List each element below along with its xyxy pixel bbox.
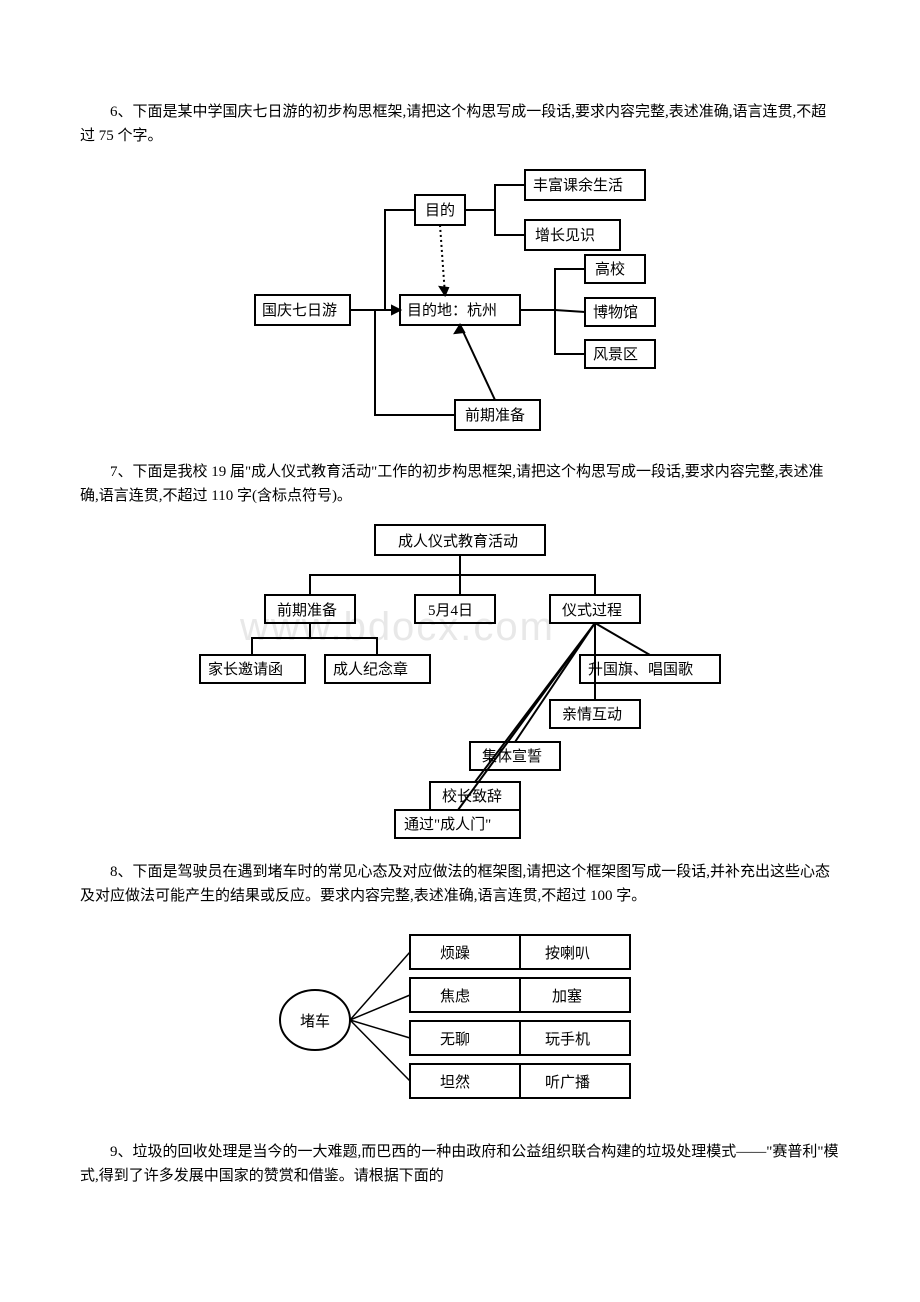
q6-prep: 前期准备: [465, 407, 525, 424]
page-content: 6、下面是某中学国庆七日游的初步构思框架,请把这个构思写成一段话,要求内容完整,…: [0, 0, 920, 1256]
q8-a0: 按喇叭: [545, 945, 590, 962]
q7-proc-1: 亲情互动: [562, 706, 622, 723]
q7-prep-0: 家长邀请函: [208, 661, 283, 678]
q6-text: 6、下面是某中学国庆七日游的初步构思框架,请把这个构思写成一段话,要求内容完整,…: [80, 100, 840, 148]
q8-text: 8、下面是驾驶员在遇到堵车时的常见心态及对应做法的框架图,请把这个框架图写成一段…: [80, 860, 840, 908]
q7-row2-0: 前期准备: [277, 602, 337, 619]
q7-row2-1: 5月4日: [428, 603, 473, 619]
q8-diagram: 堵车 烦躁 按喇叭 焦虑 加塞 无聊 玩手机 坦然 听广播: [270, 920, 650, 1120]
q7-prep-1: 成人纪念章: [333, 660, 408, 678]
q7-diagram-wrap: www.bdocx.com: [80, 520, 840, 840]
q8-m2: 无聊: [440, 1031, 470, 1048]
q7-title: 成人仪式教育活动: [398, 533, 518, 550]
q8-a2: 玩手机: [545, 1031, 590, 1048]
q6-purpose-0: 丰富课余生活: [533, 176, 623, 194]
q8-m0: 烦躁: [440, 945, 470, 962]
q8-a3: 听广播: [545, 1074, 590, 1091]
q7-text: 7、下面是我校 19 届"成人仪式教育活动"工作的初步构思框架,请把这个构思写成…: [80, 460, 840, 508]
q8-m3: 坦然: [440, 1074, 470, 1091]
q6-purpose-1: 增长见识: [535, 227, 595, 244]
q9-text: 9、垃圾的回收处理是当今的一大难题,而巴西的一种由政府和公益组织联合构建的垃圾处…: [80, 1140, 840, 1188]
q6-dest-1: 博物馆: [593, 304, 638, 321]
q7-proc-2: 集体宣誓: [482, 748, 542, 765]
q6-dest-0: 高校: [595, 261, 625, 278]
q6-diagram: 国庆七日游 目的 丰富课余生活 增长见识 目的地：杭州 高校 博物馆 风景区 前…: [245, 160, 675, 440]
q8-root: 堵车: [300, 1013, 330, 1030]
q6-dest-2: 风景区: [593, 346, 638, 363]
q6-purpose: 目的: [425, 202, 455, 219]
q7-proc-0: 升国旗、唱国歌: [588, 661, 693, 678]
q7-diagram: 成人仪式教育活动 前期准备 5月4日 仪式过程 家长邀请函 成人纪念章 升国旗、…: [180, 520, 740, 840]
q7-proc-4: 通过"成人门": [404, 816, 491, 833]
q7-proc-3: 校长致辞: [442, 788, 502, 805]
q6-dest: 目的地：杭州: [407, 302, 497, 319]
q6-root: 国庆七日游: [262, 302, 337, 319]
q7-row2-2: 仪式过程: [562, 602, 622, 619]
q8-a1: 加塞: [552, 987, 582, 1005]
q8-m1: 焦虑: [440, 988, 470, 1005]
